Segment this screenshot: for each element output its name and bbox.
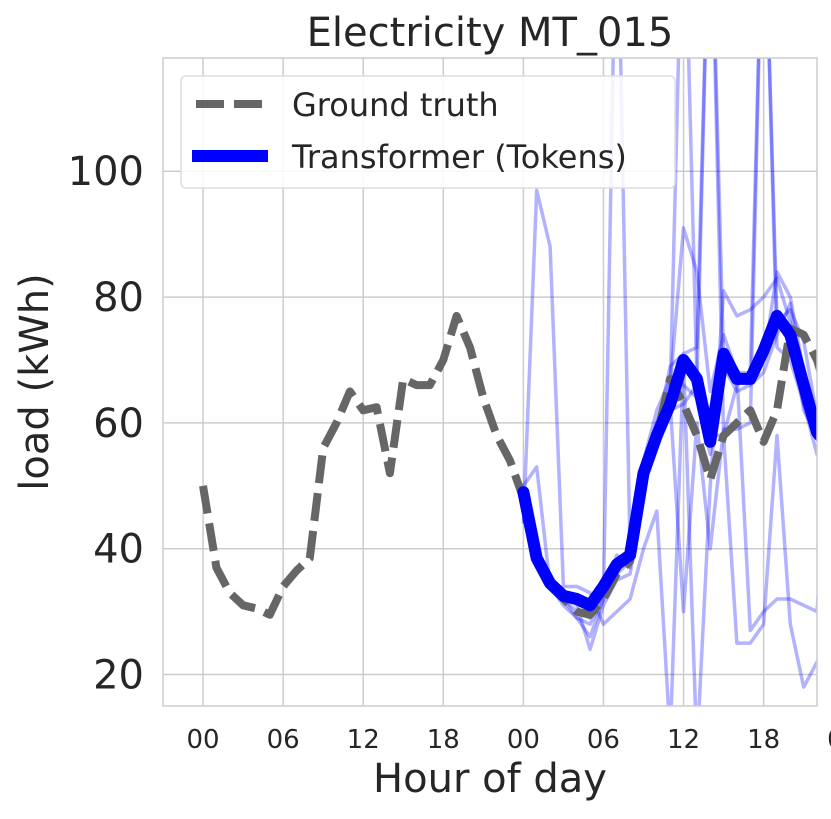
forecast-sample-line xyxy=(521,58,817,626)
legend-label-transformer: Transformer (Tokens) xyxy=(291,138,627,176)
legend: Ground truth Transformer (Tokens) xyxy=(180,75,676,189)
y-axis-label: load (kWh) xyxy=(12,273,58,490)
legend-label-ground-truth: Ground truth xyxy=(292,86,499,124)
series xyxy=(199,309,817,619)
x-tick-label: 06 xyxy=(587,725,620,755)
x-tick-label: 00 xyxy=(507,725,540,755)
y-tick-label: 60 xyxy=(93,401,144,447)
y-tick-label: 40 xyxy=(93,527,144,573)
ground-truth-line xyxy=(199,311,817,619)
x-tick-label: 00 xyxy=(827,725,831,755)
transformer-forecast-line xyxy=(517,309,817,612)
forecast-sample-line xyxy=(521,188,817,706)
y-tick-label: 20 xyxy=(93,653,144,699)
plot-frame xyxy=(162,57,818,707)
y-tick-label: 80 xyxy=(93,275,144,321)
x-tick-label: 00 xyxy=(186,725,219,755)
legend-box xyxy=(180,75,676,189)
x-axis-label: Hour of day xyxy=(373,756,607,802)
x-tick-label: 18 xyxy=(747,725,780,755)
x-tick-label: 12 xyxy=(667,725,700,755)
y-tick-label: 100 xyxy=(68,149,144,195)
x-axis-ticks: 00 06 12 18 00 06 12 18 00 xyxy=(186,725,831,755)
x-tick-label: 06 xyxy=(267,725,300,755)
y-axis-ticks: 20 40 60 80 100 xyxy=(68,149,144,698)
chart-title: Electricity MT_015 xyxy=(307,10,674,56)
x-tick-label: 18 xyxy=(427,725,460,755)
x-tick-label: 12 xyxy=(347,725,380,755)
